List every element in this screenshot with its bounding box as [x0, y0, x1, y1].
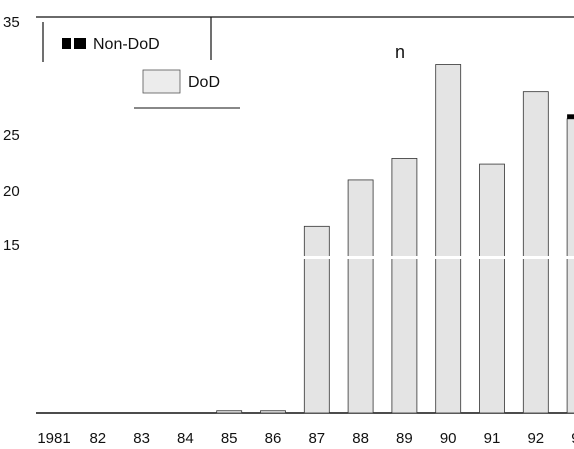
legend-label-dod: DoD [188, 74, 220, 91]
bar-dod-89 [391, 158, 418, 414]
bar-dod-85 [216, 410, 243, 414]
bar-dod-93 [566, 118, 574, 414]
x-axis-tick-labels: 198182838485868788899091929394 [37, 430, 574, 447]
bar-dod-86 [260, 410, 286, 414]
bar-dod-90 [435, 64, 462, 414]
bar-dod-91 [479, 163, 505, 414]
x-tick-label-90: 90 [440, 430, 457, 447]
legend-swatch-non-dod [62, 38, 71, 49]
x-tick-label-93: 93 [571, 430, 574, 447]
x-tick-label-82: 82 [89, 430, 106, 447]
x-tick-label-83: 83 [133, 430, 150, 447]
bar-dod-92 [522, 91, 549, 414]
x-tick-label-89: 89 [396, 430, 413, 447]
y-tick-label-25: 25 [3, 127, 20, 144]
y-tick-label-35: 35 [3, 14, 20, 31]
y-tick-label-15: 15 [3, 237, 20, 254]
y-tick-label-20: 20 [3, 183, 20, 200]
x-tick-label-91: 91 [484, 430, 501, 447]
legend: Non-DoD DoD [42, 17, 240, 109]
x-tick-label-86: 86 [265, 430, 282, 447]
x-tick-label-92: 92 [527, 430, 544, 447]
plot-gap-band [270, 256, 574, 259]
legend-swatch-non-dod-2 [74, 38, 86, 49]
legend-label-non-dod: Non-DoD [93, 36, 160, 53]
x-tick-label-85: 85 [221, 430, 238, 447]
x-tick-label-88: 88 [352, 430, 369, 447]
x-tick-label-87: 87 [308, 430, 325, 447]
legend-swatch-dod [142, 69, 181, 94]
x-tick-label-84: 84 [177, 430, 194, 447]
x-tick-label-1981: 1981 [37, 430, 70, 447]
bars-group [216, 64, 574, 414]
bar-dod-88 [347, 179, 374, 414]
annotation-n: n [395, 42, 405, 62]
bar-non-dod-93 [567, 114, 574, 119]
y-axis-tick-labels: 35 25 20 15 [3, 14, 20, 254]
bar-dod-87 [303, 225, 330, 414]
